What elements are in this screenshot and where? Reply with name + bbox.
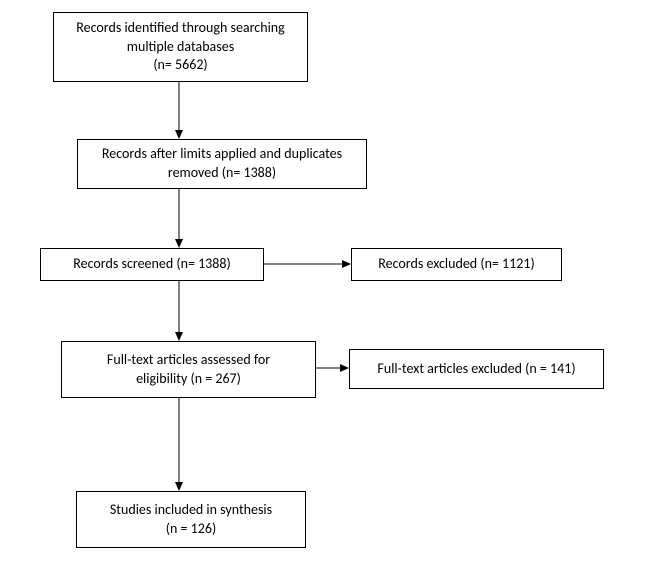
text-line: Records identified through searching <box>76 19 284 38</box>
text-line: Full-text articles assessed for <box>107 351 270 370</box>
text-line: Studies included in synthesis <box>110 501 272 520</box>
text-line: (n= 5662) <box>153 56 207 75</box>
text-line: Full-text articles excluded (n = 141) <box>377 360 575 379</box>
node-records-excluded: Records excluded (n= 1121) <box>351 248 562 281</box>
node-records-screened: Records screened (n= 1388) <box>40 248 264 281</box>
text-line: removed (n= 1388) <box>168 164 276 183</box>
text-line: multiple databases <box>127 38 234 57</box>
node-records-identified: Records identified through searching mul… <box>53 12 308 82</box>
prisma-flow-diagram: Records identified through searching mul… <box>0 0 651 581</box>
node-fulltext-assessed: Full-text articles assessed for eligibil… <box>61 341 316 398</box>
text-line: (n = 126) <box>166 520 216 539</box>
node-fulltext-excluded: Full-text articles excluded (n = 141) <box>349 349 604 389</box>
text-line: Records after limits applied and duplica… <box>102 145 342 164</box>
text-line: eligibility (n = 267) <box>136 370 241 389</box>
node-after-limits: Records after limits applied and duplica… <box>77 139 367 189</box>
text-line: Records screened (n= 1388) <box>73 255 230 274</box>
text-line: Records excluded (n= 1121) <box>378 255 534 274</box>
node-studies-included: Studies included in synthesis (n = 126) <box>76 491 306 548</box>
